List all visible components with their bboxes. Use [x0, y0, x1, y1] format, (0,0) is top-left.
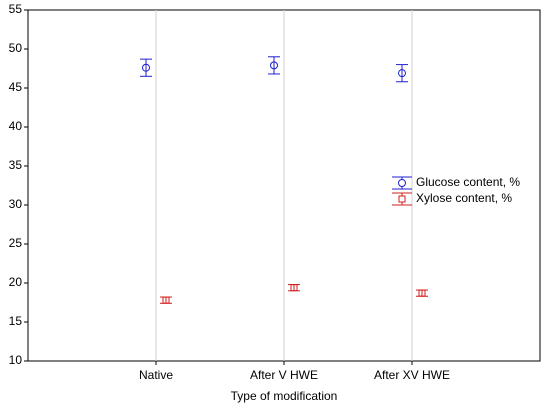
- y-tick-label: 45: [9, 80, 23, 94]
- y-tick-label: 20: [9, 275, 23, 289]
- x-tick-label: After XV HWE: [374, 368, 450, 382]
- y-tick-label: 15: [9, 314, 23, 328]
- marker: [418, 289, 426, 297]
- marker: [398, 69, 406, 78]
- marker: [290, 284, 298, 292]
- y-tick-label: 35: [9, 158, 23, 172]
- marker: [142, 63, 150, 72]
- y-tick-label: 55: [9, 2, 23, 16]
- legend-swatch: [398, 179, 406, 187]
- y-tick-label: 25: [9, 236, 23, 250]
- legend-label: Xylose content, %: [416, 191, 512, 205]
- x-tick-label: After V HWE: [250, 368, 318, 382]
- legend-label: Glucose content, %: [416, 175, 520, 189]
- x-tick-label: Native: [139, 368, 173, 382]
- y-tick-label: 10: [9, 353, 23, 367]
- y-tick-label: 40: [9, 119, 23, 133]
- marker: [270, 61, 278, 70]
- marker: [162, 296, 170, 304]
- y-tick-label: 50: [9, 41, 23, 55]
- legend-swatch: [398, 195, 406, 203]
- x-axis-label: Type of modification: [231, 389, 338, 403]
- y-tick-label: 30: [9, 197, 23, 211]
